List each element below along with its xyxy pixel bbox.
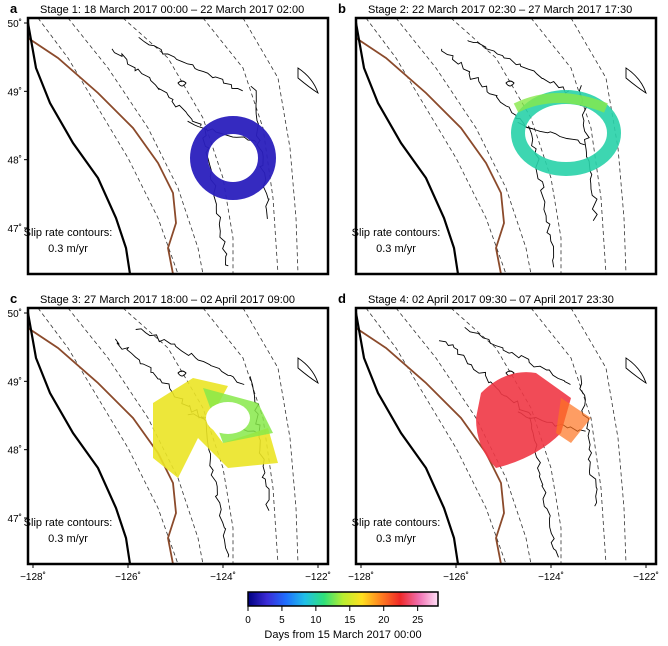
- colorbar-tick-label: 0: [245, 615, 251, 626]
- map-frame: [354, 16, 658, 276]
- depth-contour: [530, 18, 607, 274]
- map-frame: [26, 306, 330, 566]
- depth-contour: [570, 18, 627, 274]
- map-frame: [354, 306, 658, 566]
- colorbar-tick-label: 15: [344, 615, 356, 626]
- coastline: [111, 36, 319, 267]
- contour-label: Slip rate contours:: [352, 517, 441, 529]
- trench-line: [28, 22, 132, 274]
- contour-value: 0.3 m/yr: [376, 533, 416, 545]
- depth-contour: [122, 18, 234, 274]
- lat-tick-label: 50˚: [8, 308, 22, 320]
- slip-patch: [190, 116, 276, 200]
- contour-label: Slip rate contours:: [352, 227, 441, 239]
- contour-label: Slip rate contours:: [24, 227, 113, 239]
- lon-tick-label: −128˚: [20, 571, 46, 583]
- trench-line: [28, 312, 132, 564]
- slip-patch: [153, 378, 278, 478]
- panel-letter: d: [338, 291, 346, 306]
- lat-tick-label: 50˚: [8, 18, 22, 30]
- panel-letter: a: [10, 1, 18, 16]
- panel-title: Stage 3: 27 March 2017 18:00 – 02 April …: [40, 294, 295, 306]
- colorbar-ramp: [247, 591, 439, 607]
- panel-title: Stage 2: 22 March 2017 02:30 – 27 March …: [368, 4, 632, 16]
- lat-tick-label: 48˚: [8, 445, 22, 457]
- map-panel-d: d Stage 4: 02 April 2017 09:30 – 07 April…: [338, 291, 659, 583]
- panel-letter: b: [338, 1, 346, 16]
- lat-tick-label: 48˚: [8, 155, 22, 167]
- colorbar-tick-label: 5: [279, 615, 285, 626]
- depth-contour: [570, 308, 627, 564]
- map-frame: [26, 16, 330, 276]
- colorbar: 0 5 10 15 20 25 Days from 15 March 2017 00:00: [245, 591, 439, 641]
- slip-patch: [476, 372, 591, 468]
- depth-contour: [242, 308, 299, 564]
- lon-tick-label: −124˚: [210, 571, 236, 583]
- depth-contour: [242, 18, 299, 274]
- lat-tick-label: 47˚: [8, 513, 22, 525]
- contour-value: 0.3 m/yr: [48, 533, 88, 545]
- lon-tick-label: −122˚: [305, 571, 331, 583]
- panel-letter: c: [10, 291, 17, 306]
- lat-tick-label: 49˚: [8, 376, 22, 388]
- plate-interface-contour: [28, 37, 177, 274]
- colorbar-label: Days from 15 March 2017 00:00: [264, 629, 421, 641]
- contour-value: 0.3 m/yr: [48, 243, 88, 255]
- map-panel-c: c Stage 3: 27 March 2017 18:00 – 02 April…: [8, 291, 331, 583]
- lat-tick-label: 47˚: [8, 223, 22, 235]
- colorbar-tick-label: 20: [378, 615, 390, 626]
- lon-tick-label: −122˚: [633, 571, 659, 583]
- trench-line: [356, 312, 460, 564]
- depth-contour: [395, 18, 532, 274]
- panel-title: Stage 1: 18 March 2017 00:00 – 22 March …: [40, 4, 304, 16]
- slip-patch: [511, 90, 621, 176]
- coastline: [441, 40, 647, 268]
- colorbar-tick-label: 25: [412, 615, 424, 626]
- contour-value: 0.3 m/yr: [376, 243, 416, 255]
- depth-contour: [67, 18, 204, 274]
- lon-tick-label: −128˚: [348, 571, 374, 583]
- map-panel-b: b Stage 2: 22 March 2017 02:30 – 27 March…: [338, 1, 658, 276]
- lon-tick-label: −124˚: [538, 571, 564, 583]
- depth-contour: [450, 18, 562, 274]
- map-panel-a: a Stage 1: 18 March 2017 00:00 – 22 March…: [8, 1, 330, 276]
- plate-interface-contour: [356, 37, 505, 274]
- contour-label: Slip rate contours:: [24, 517, 113, 529]
- lon-tick-label: −126˚: [443, 571, 469, 583]
- trench-line: [356, 22, 460, 274]
- lat-tick-label: 49˚: [8, 86, 22, 98]
- colorbar-tick-label: 10: [310, 615, 322, 626]
- lon-tick-label: −126˚: [115, 571, 141, 583]
- panel-title: Stage 4: 02 April 2017 09:30 – 07 April …: [368, 294, 614, 306]
